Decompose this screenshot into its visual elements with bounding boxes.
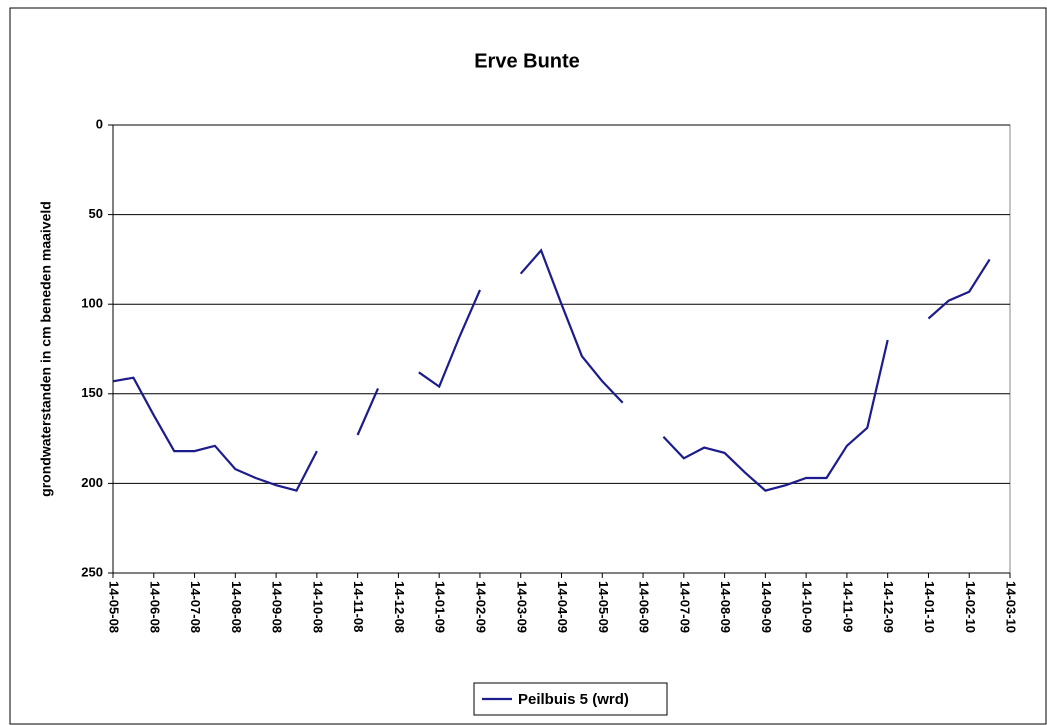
- y-tick-label: 200: [81, 475, 103, 490]
- x-tick-label: 14-06-09: [637, 581, 652, 633]
- x-tick-label: 14-01-10: [922, 581, 937, 633]
- x-tick-label: 14-08-08: [229, 581, 244, 633]
- x-tick-label: 14-05-08: [107, 581, 122, 633]
- x-tick-label: 14-08-09: [718, 581, 733, 633]
- x-tick-label: 14-01-09: [433, 581, 448, 633]
- x-tick-label: 14-10-08: [310, 581, 325, 633]
- x-tick-label: 14-11-09: [840, 581, 855, 632]
- y-tick-label: 250: [81, 564, 103, 579]
- x-tick-label: 14-02-09: [474, 581, 489, 633]
- y-tick-label: 50: [89, 206, 103, 221]
- x-tick-label: 14-02-10: [963, 581, 978, 633]
- x-tick-label: 14-03-09: [514, 581, 529, 633]
- x-tick-label: 14-03-10: [1004, 581, 1019, 633]
- x-tick-label: 14-07-08: [188, 581, 203, 633]
- x-tick-label: 14-04-09: [555, 581, 570, 633]
- x-tick-label: 14-07-09: [677, 581, 692, 633]
- x-tick-label: 14-06-08: [147, 581, 162, 633]
- y-tick-label: 0: [96, 116, 103, 131]
- x-tick-label: 14-09-08: [270, 581, 285, 633]
- chart-frame: [9, 7, 1047, 725]
- x-tick-label: 14-05-09: [596, 581, 611, 633]
- data-line: [112, 248, 991, 492]
- x-tick-label: 14-12-08: [392, 581, 407, 633]
- x-tick-label: 14-10-09: [800, 581, 815, 633]
- y-axis-label: grondwaterstanden in cm beneden maaiveld: [38, 201, 54, 497]
- x-tick-label: 14-09-09: [759, 581, 774, 633]
- legend-label: Peilbuis 5 (wrd): [518, 691, 629, 708]
- y-tick-label: 150: [81, 385, 103, 400]
- y-tick-label: 100: [81, 296, 103, 311]
- x-tick-label: 14-12-09: [881, 581, 896, 633]
- chart-title: Erve Bunte: [474, 50, 580, 72]
- x-tick-label: 14-11-08: [351, 581, 366, 632]
